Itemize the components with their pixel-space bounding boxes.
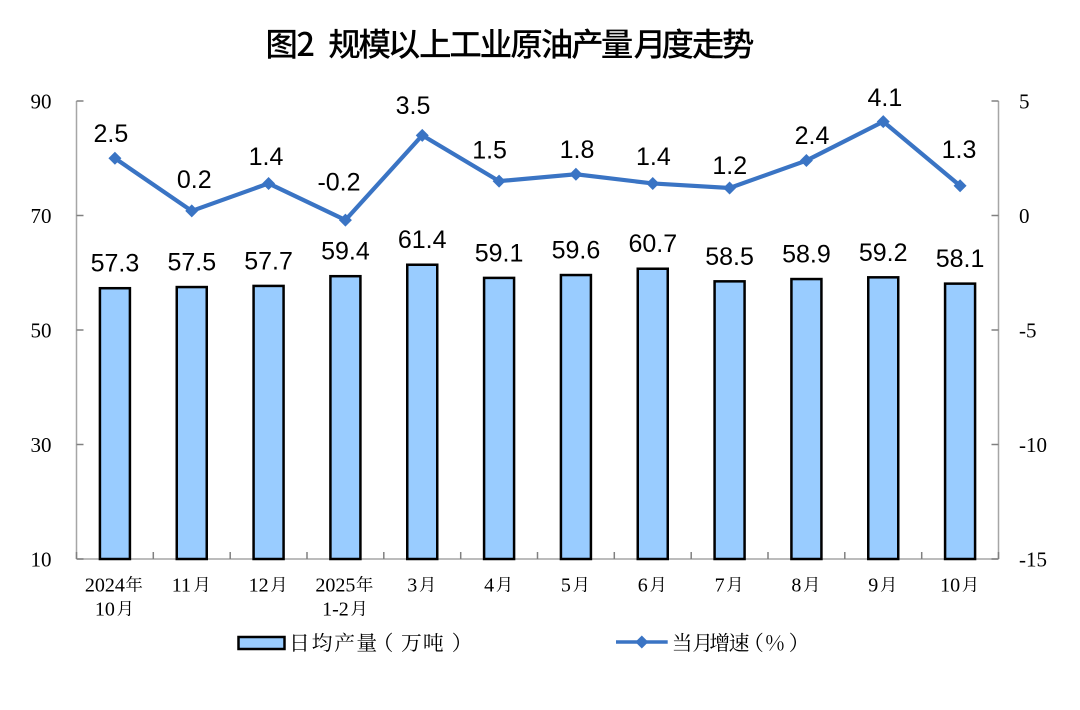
svg-text:90: 90 [31, 89, 52, 113]
svg-text:-15: -15 [1019, 547, 1047, 571]
svg-text:5: 5 [561, 575, 571, 597]
svg-text:5: 5 [1019, 89, 1030, 113]
svg-text:3: 3 [407, 575, 417, 597]
svg-text:50: 50 [31, 318, 52, 342]
svg-text:60.7: 60.7 [628, 230, 677, 258]
svg-text:59.2: 59.2 [859, 239, 908, 267]
svg-text:10: 10 [31, 547, 52, 571]
svg-text:-5: -5 [1019, 318, 1037, 342]
svg-text:10: 10 [940, 575, 960, 597]
svg-text:30: 30 [31, 433, 52, 457]
svg-text:2.5: 2.5 [94, 120, 129, 148]
svg-text:10: 10 [95, 599, 115, 621]
svg-text:1.5: 1.5 [472, 137, 507, 165]
svg-text:1.4: 1.4 [249, 143, 284, 171]
svg-text:-0.2: -0.2 [317, 169, 360, 197]
svg-text:58.1: 58.1 [936, 245, 985, 273]
svg-text:4: 4 [484, 575, 494, 597]
svg-text:70: 70 [31, 204, 52, 228]
svg-text:1.4: 1.4 [636, 143, 671, 171]
svg-text:11: 11 [172, 575, 191, 597]
svg-text:58.9: 58.9 [782, 241, 831, 269]
svg-text:2024: 2024 [85, 575, 125, 597]
svg-text:59.4: 59.4 [321, 238, 370, 266]
svg-text:12: 12 [249, 575, 269, 597]
svg-text:59.1: 59.1 [475, 239, 524, 267]
svg-text:4.1: 4.1 [868, 84, 903, 112]
svg-text:58.5: 58.5 [705, 243, 754, 271]
svg-text:6: 6 [638, 575, 648, 597]
svg-text:9: 9 [868, 575, 878, 597]
svg-text:1.3: 1.3 [942, 136, 977, 164]
svg-text:8: 8 [791, 575, 801, 597]
svg-text:0: 0 [1019, 204, 1030, 228]
svg-text:57.5: 57.5 [167, 249, 216, 277]
svg-text:0.2: 0.2 [177, 166, 212, 194]
svg-text:7: 7 [715, 575, 725, 597]
svg-text:61.4: 61.4 [398, 226, 447, 254]
svg-text:2.4: 2.4 [795, 122, 830, 150]
svg-text:57.7: 57.7 [244, 247, 293, 275]
svg-text:57.3: 57.3 [91, 250, 140, 278]
svg-text:3.5: 3.5 [396, 92, 431, 120]
svg-text:1.8: 1.8 [560, 136, 595, 164]
svg-text:2025: 2025 [315, 575, 355, 597]
svg-text:1.2: 1.2 [712, 152, 747, 180]
svg-text:59.6: 59.6 [552, 237, 601, 265]
svg-text:1-2: 1-2 [322, 599, 349, 621]
svg-text:-10: -10 [1019, 433, 1047, 457]
